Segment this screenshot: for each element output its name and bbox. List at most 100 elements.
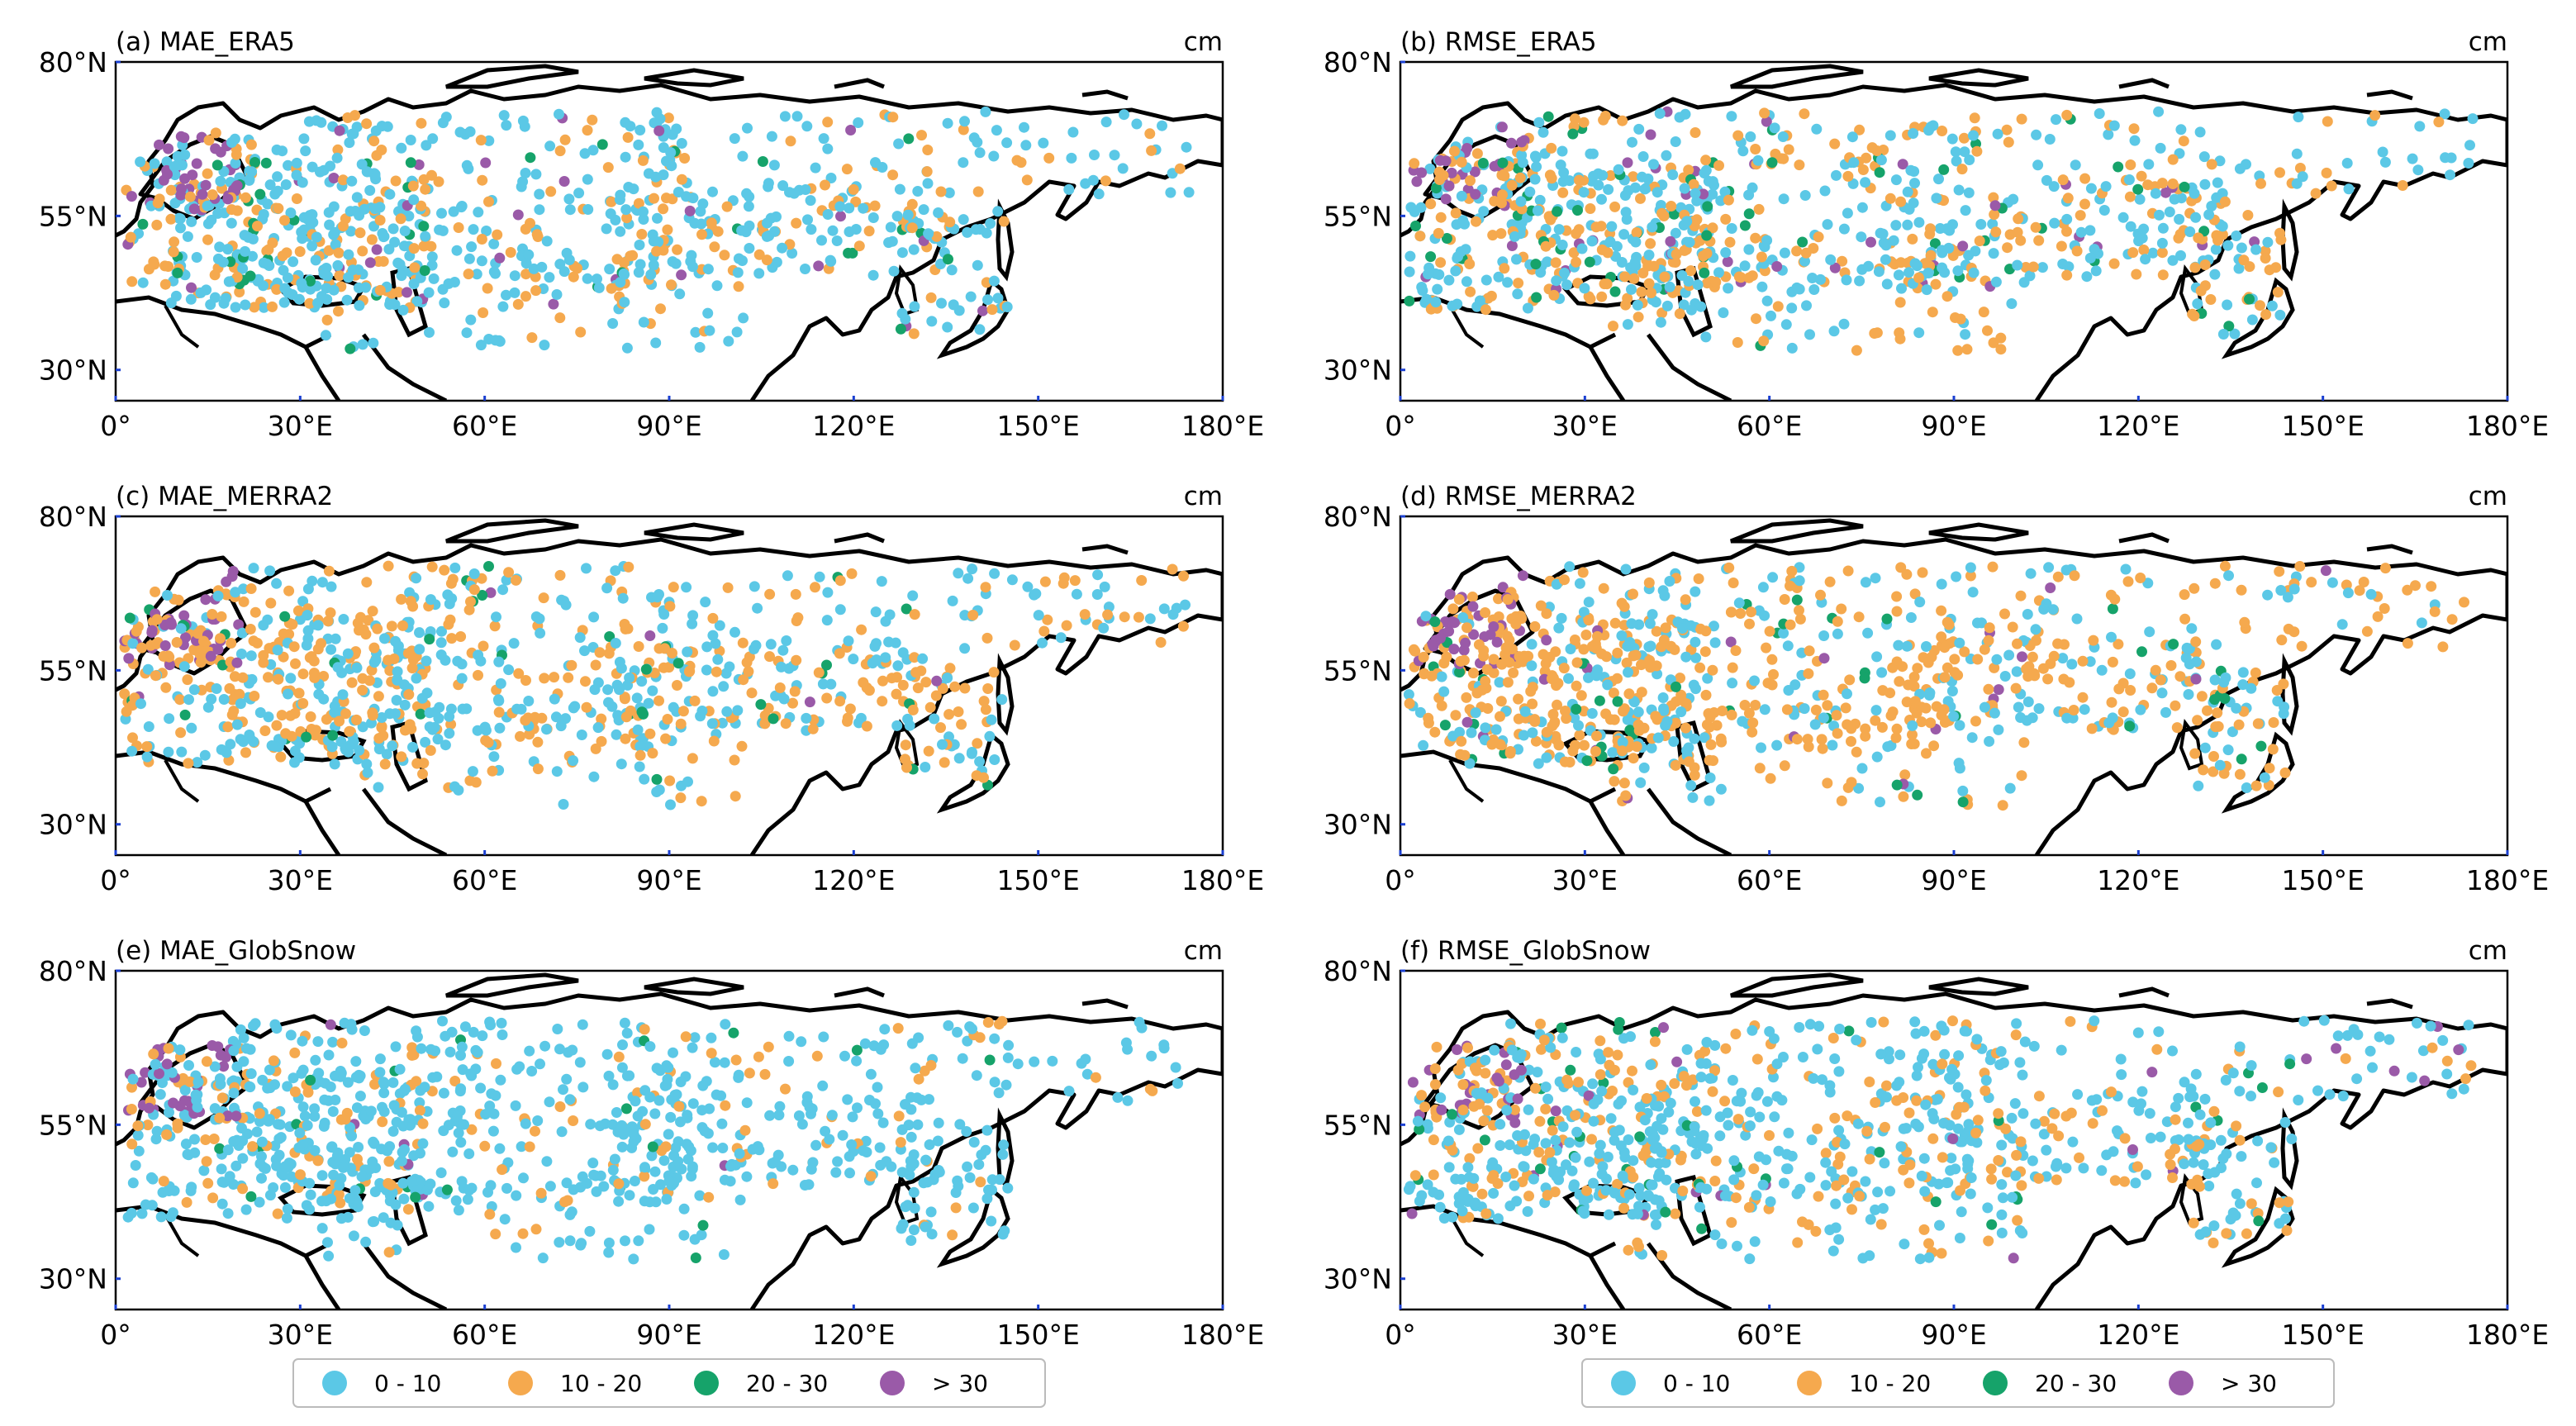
station-point xyxy=(136,642,148,654)
station-point xyxy=(1778,193,1789,205)
station-point xyxy=(972,738,983,749)
station-point xyxy=(456,673,468,684)
station-point xyxy=(344,137,355,149)
station-point xyxy=(1675,706,1687,718)
station-point xyxy=(2234,768,2246,780)
station-point xyxy=(743,201,754,212)
station-point xyxy=(695,711,706,722)
station-point xyxy=(564,1094,576,1105)
x-tick-label: 180°E xyxy=(2466,864,2549,896)
station-point xyxy=(744,651,755,663)
station-point xyxy=(1876,667,1888,678)
station-point xyxy=(245,583,257,594)
station-point xyxy=(1728,578,1739,588)
station-point xyxy=(298,133,310,145)
station-point xyxy=(357,684,368,696)
station-point xyxy=(1758,335,1770,347)
station-point xyxy=(687,618,698,630)
station-point xyxy=(628,1253,639,1265)
station-point xyxy=(163,261,174,272)
station-point xyxy=(1995,344,2007,355)
station-point xyxy=(399,240,410,252)
station-point xyxy=(761,254,772,266)
station-point xyxy=(711,666,722,677)
station-point xyxy=(2032,159,2044,171)
station-point xyxy=(1942,223,1953,235)
station-point xyxy=(288,641,300,653)
station-point xyxy=(1654,107,1666,119)
station-point xyxy=(908,244,920,255)
station-point xyxy=(376,1143,387,1155)
station-point xyxy=(759,718,771,730)
station-point xyxy=(1604,714,1616,725)
station-point xyxy=(903,133,915,145)
station-point xyxy=(244,1081,255,1092)
station-point xyxy=(1474,295,1485,307)
station-point xyxy=(1832,628,1843,639)
station-point xyxy=(294,1127,306,1138)
station-point xyxy=(895,323,906,335)
station-point xyxy=(1766,679,1778,691)
station-point xyxy=(1571,228,1582,240)
station-point xyxy=(699,1125,711,1137)
station-point xyxy=(419,265,430,276)
station-point xyxy=(490,335,501,346)
station-point xyxy=(708,735,720,747)
station-point xyxy=(1076,1058,1087,1069)
station-point xyxy=(611,254,623,265)
station-point xyxy=(1599,278,1610,290)
station-point xyxy=(209,269,221,281)
station-point xyxy=(734,1148,745,1159)
station-point xyxy=(564,204,576,216)
station-point xyxy=(352,617,364,629)
station-point xyxy=(337,689,349,701)
station-point xyxy=(846,1139,858,1150)
station-point xyxy=(294,738,306,749)
station-point xyxy=(2260,309,2272,321)
station-point xyxy=(416,692,428,704)
station-point xyxy=(2117,212,2129,223)
station-point xyxy=(223,276,235,288)
station-point xyxy=(433,176,444,188)
station-point xyxy=(490,1229,501,1240)
station-point xyxy=(942,117,953,129)
station-point xyxy=(1612,673,1623,684)
station-point xyxy=(603,1237,615,1248)
station-point xyxy=(1978,307,1989,318)
station-point xyxy=(744,1067,755,1079)
station-point xyxy=(398,1085,410,1096)
station-point xyxy=(1786,565,1798,577)
station-point xyxy=(2048,181,2060,193)
station-point xyxy=(168,1097,179,1109)
station-point xyxy=(364,257,376,269)
station-point xyxy=(1960,205,1971,216)
station-point xyxy=(1579,739,1590,751)
station-point xyxy=(652,592,663,603)
station-point xyxy=(891,211,903,222)
station-point xyxy=(1450,265,1461,277)
station-point xyxy=(272,1208,283,1219)
station-point xyxy=(1590,221,1602,233)
station-point xyxy=(1576,243,1588,254)
station-point xyxy=(340,1114,351,1125)
station-point xyxy=(2084,252,2096,264)
station-point xyxy=(634,761,645,772)
station-point xyxy=(2079,173,2091,184)
station-point xyxy=(376,722,387,734)
station-point xyxy=(1679,183,1690,194)
station-point xyxy=(2377,146,2388,158)
station-point xyxy=(949,681,961,692)
station-point xyxy=(1950,146,1961,158)
station-point xyxy=(2171,722,2183,734)
station-point xyxy=(175,623,187,635)
station-point xyxy=(456,1041,468,1053)
station-point xyxy=(291,169,302,181)
station-point xyxy=(968,132,980,144)
station-point xyxy=(331,152,343,164)
station-point xyxy=(1100,116,1112,128)
station-point xyxy=(1939,672,1951,683)
station-point xyxy=(865,1171,877,1182)
station-point xyxy=(1876,721,1888,733)
x-tick-label: 30°E xyxy=(1552,864,1618,896)
station-point xyxy=(485,1020,497,1031)
